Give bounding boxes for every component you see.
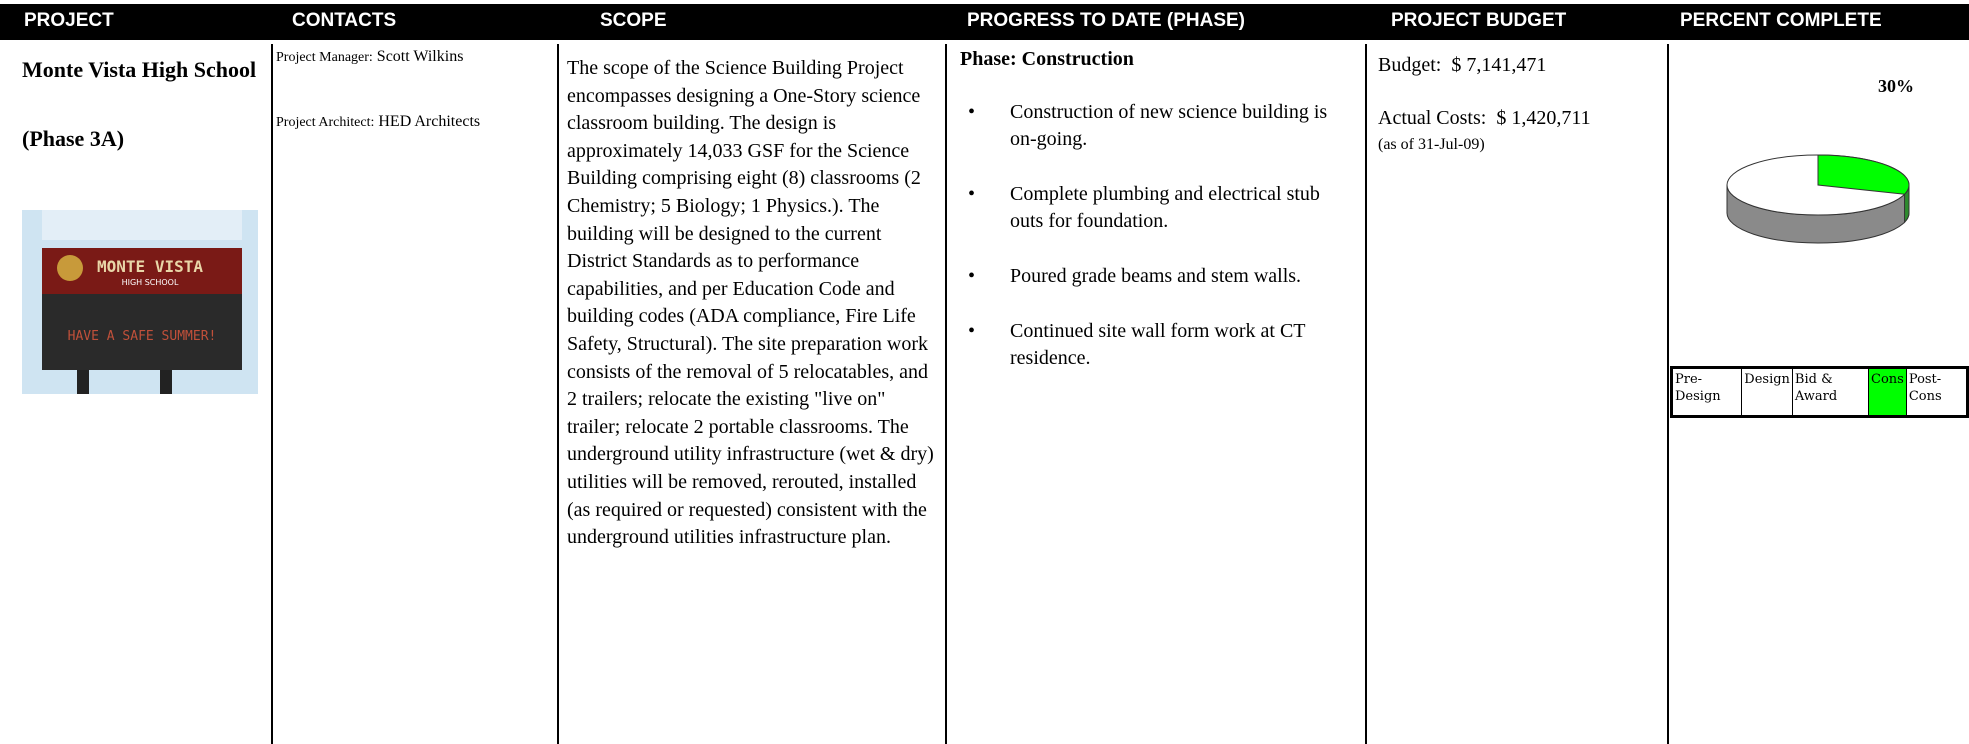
project-name: Monte Vista High School [22, 57, 257, 82]
sign-name: MONTE VISTA [97, 257, 203, 276]
col-header: PROJECT BUDGET [1391, 10, 1567, 31]
contact-role: Project Manager: [276, 50, 373, 65]
progress-list: Construction of new science building is … [960, 99, 1360, 372]
divider [271, 44, 273, 744]
contact-name: HED Architects [378, 113, 481, 130]
project-photo: MONTE VISTA HIGH SCHOOL HAVE A SAFE SUMM… [22, 210, 258, 394]
progress-item: Construction of new science building is … [960, 99, 1340, 153]
actual-value: $ 1,420,711 [1496, 107, 1591, 129]
col-header: PERCENT COMPLETE [1680, 10, 1882, 31]
budget-value: $ 7,141,471 [1451, 54, 1547, 76]
header-bar: PROJECT CONTACTS SCOPE PROGRESS TO DATE … [0, 4, 1969, 40]
divider [557, 44, 559, 744]
divider [945, 44, 947, 744]
percent-label: 30% [1878, 76, 1914, 96]
phase-cell: Design [1741, 367, 1793, 417]
contact: Project Manager: Scott Wilkins [276, 48, 556, 66]
pie-slice [1817, 154, 1910, 195]
project-phase: (Phase 3A) [22, 126, 125, 151]
col-header: PROGRESS TO DATE (PHASE) [967, 10, 1245, 31]
progress-item: Poured grade beams and stem walls. [960, 263, 1340, 290]
sign-marquee: HAVE A SAFE SUMMER! [68, 329, 217, 344]
scope-text: The scope of the Science Building Projec… [567, 57, 934, 549]
phase-legend: Pre-Design Design Bid & Award Cons Post-Cons [1670, 366, 1969, 418]
col-header: SCOPE [600, 10, 667, 31]
phase-cell: Post-Cons [1905, 367, 1969, 417]
progress: Phase: Construction Construction of new … [960, 48, 1360, 372]
budget-label: Budget: [1378, 54, 1442, 76]
col-header: PROJECT [24, 10, 114, 31]
col-header: CONTACTS [292, 10, 397, 31]
phase-cell: Pre-Design [1670, 367, 1743, 417]
contact-role: Project Architect: [276, 115, 375, 130]
phase-cell: Bid & Award [1791, 367, 1870, 417]
contact: Project Architect: HED Architects [276, 113, 556, 131]
contact-name: Scott Wilkins [376, 48, 464, 65]
divider [1667, 44, 1669, 744]
budget: Budget: $ 7,141,471 Actual Costs: $ 1,42… [1378, 54, 1663, 154]
divider [1365, 44, 1367, 744]
progress-item: Continued site wall form work at CT resi… [960, 318, 1340, 372]
actual-label: Actual Costs: [1378, 107, 1487, 129]
pie-chart [1726, 154, 1910, 244]
as-of: (as of 31-Jul-09) [1378, 136, 1485, 153]
progress-phase: Phase: Construction [960, 48, 1134, 70]
phase-cell: Cons [1868, 367, 1907, 417]
progress-item: Complete plumbing and electrical stub ou… [960, 181, 1340, 235]
sign-sub: HIGH SCHOOL [122, 278, 179, 287]
